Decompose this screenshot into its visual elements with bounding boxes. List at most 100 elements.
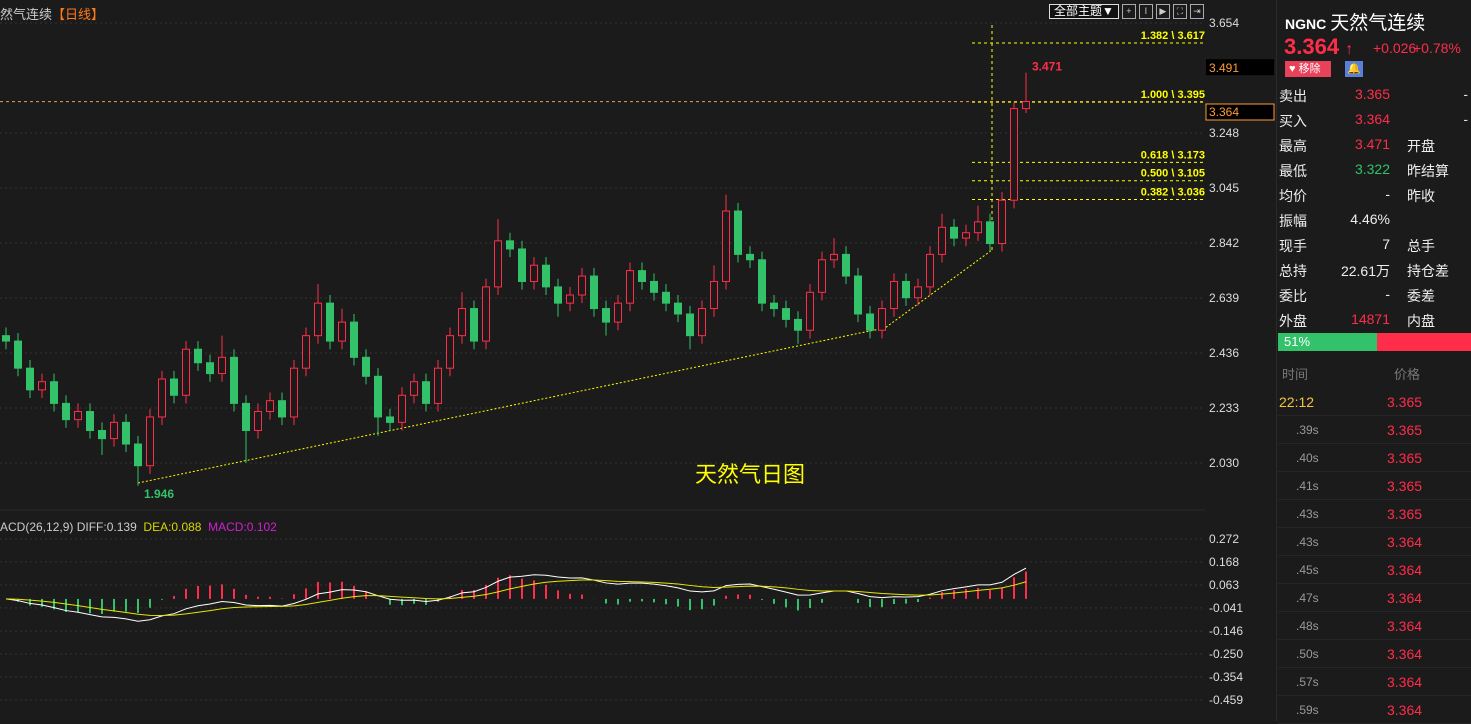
candle-body bbox=[590, 275, 598, 310]
candle-body bbox=[302, 335, 310, 369]
price-axis-label: 3.654 bbox=[1209, 16, 1239, 30]
candle-body bbox=[374, 375, 382, 418]
candle-body bbox=[74, 411, 82, 421]
candle-body bbox=[614, 302, 622, 323]
fullscreen-icon[interactable]: ⛶ bbox=[1172, 4, 1187, 19]
macd-header: ACD(26,12,9) DIFF:0.139 DEA:0.088 MACD:0… bbox=[0, 520, 277, 534]
trade-row: .47s 3.364 bbox=[1278, 584, 1471, 612]
last-price: 3.364 ↑ bbox=[1284, 34, 1354, 59]
candle-body bbox=[722, 210, 730, 282]
price-axis-label: 3.045 bbox=[1209, 181, 1239, 195]
trend-line bbox=[137, 249, 993, 484]
quote-label: 最低 bbox=[1279, 163, 1307, 179]
candle-body bbox=[278, 400, 286, 418]
trade-row: .43s 3.364 bbox=[1278, 528, 1471, 556]
heart-icon: ♥ bbox=[1289, 63, 1296, 75]
bell-icon[interactable]: 🔔 bbox=[1345, 61, 1363, 77]
quote-row: 外盘 14871 内盘 bbox=[1277, 307, 1471, 332]
quote-row: 最高 3.471 开盘 bbox=[1277, 132, 1471, 157]
chart-header: 然气连续【日线】 bbox=[0, 4, 104, 23]
trade-price: 3.364 bbox=[1387, 702, 1423, 718]
buy-ratio: 51% bbox=[1278, 333, 1377, 351]
quote-value: - bbox=[1385, 186, 1390, 202]
candle-body bbox=[110, 421, 118, 440]
fib-label: 0.382 \ 3.036 bbox=[1141, 186, 1205, 198]
trade-price: 3.364 bbox=[1387, 618, 1423, 634]
candle-body bbox=[434, 367, 442, 404]
candle-body bbox=[482, 286, 490, 342]
trade-row: .45s 3.364 bbox=[1278, 556, 1471, 584]
candle-body bbox=[638, 270, 646, 282]
candle-body bbox=[530, 264, 538, 282]
quote-value: 14871 bbox=[1351, 311, 1390, 327]
play-icon[interactable]: ▶ bbox=[1155, 4, 1170, 19]
remove-favorite-button[interactable]: ♥ 移除 bbox=[1285, 61, 1331, 77]
high-label: 3.471 bbox=[1032, 60, 1062, 74]
candle-body bbox=[38, 381, 46, 391]
macd-diff: DIFF:0.139 bbox=[76, 520, 137, 534]
quote-label: 卖出 bbox=[1279, 88, 1307, 104]
quote-panel: NGNC 天然气连续 3.364 ↑ +0.026 +0.78% ♥ 移除 🔔 卖… bbox=[1276, 0, 1471, 724]
candle-body bbox=[62, 402, 70, 421]
macd-axis-label: 0.272 bbox=[1209, 532, 1239, 546]
candle-body bbox=[50, 381, 58, 404]
candle-body bbox=[770, 302, 778, 310]
quote-row: 现手 7 总手 bbox=[1277, 232, 1471, 257]
trade-price: 3.364 bbox=[1387, 674, 1423, 690]
quote-label: 最高 bbox=[1279, 138, 1307, 154]
candle-body bbox=[2, 335, 10, 342]
candle-body bbox=[386, 416, 394, 423]
macd-axis-label: -0.250 bbox=[1209, 647, 1243, 661]
theme-dropdown[interactable]: 全部主题▼ bbox=[1049, 4, 1119, 19]
candle-body bbox=[878, 308, 886, 331]
quote-row: 卖出 3.365 - bbox=[1277, 82, 1471, 107]
macd-name: ACD(26,12,9) bbox=[0, 520, 74, 534]
quote-row: 均价 - 昨收 bbox=[1277, 182, 1471, 207]
trade-time: .40s bbox=[1296, 451, 1319, 465]
candle-body bbox=[266, 400, 274, 413]
interval-icon[interactable]: I bbox=[1138, 4, 1153, 19]
chart-canvas[interactable]: 3.654 3.248 3.045 2.842 2.639 2.436 2.233 2.030… bbox=[0, 0, 1276, 721]
candle-body bbox=[662, 291, 670, 304]
candle-body bbox=[650, 280, 658, 293]
timeframe-label[interactable]: 【日线】 bbox=[52, 7, 105, 22]
candle-body bbox=[146, 416, 154, 467]
quote-row: 委比 - 委差 bbox=[1277, 282, 1471, 307]
quote-row: 总持 22.61万 持仓差 bbox=[1277, 257, 1471, 282]
quote-label: 总持 bbox=[1279, 263, 1307, 279]
candle-body bbox=[746, 253, 754, 261]
symbol-title: 然气连续 bbox=[0, 7, 53, 22]
up-arrow-icon: ↑ bbox=[1345, 41, 1354, 58]
candle-body bbox=[914, 286, 922, 299]
price-change-pct: +0.78% bbox=[1413, 40, 1461, 56]
candle-body bbox=[458, 308, 466, 337]
trade-price: 3.365 bbox=[1387, 506, 1423, 522]
candle-body bbox=[806, 291, 814, 331]
price-change: +0.026 bbox=[1373, 40, 1417, 56]
candle-body bbox=[758, 259, 766, 304]
candle-body bbox=[842, 253, 850, 277]
candle-body bbox=[974, 221, 982, 234]
candle-body bbox=[170, 378, 178, 396]
macd-dea: DEA:0.088 bbox=[143, 520, 202, 534]
quote-value: 4.46% bbox=[1350, 211, 1390, 227]
candle-body bbox=[782, 308, 790, 320]
candle-body bbox=[422, 381, 430, 404]
candle-body bbox=[254, 411, 262, 431]
crosshair-icon[interactable]: + bbox=[1121, 4, 1136, 19]
quote-label: 均价 bbox=[1279, 188, 1307, 204]
trade-row: .40s 3.365 bbox=[1278, 444, 1471, 472]
candle-body bbox=[698, 308, 706, 337]
candle-body bbox=[686, 313, 694, 337]
quote-label: 买入 bbox=[1279, 113, 1307, 129]
candle-body bbox=[902, 280, 910, 299]
symbol-name: 天然气连续 bbox=[1330, 12, 1426, 34]
fib-label: 1.382 \ 3.617 bbox=[1141, 30, 1205, 42]
candle-body bbox=[158, 378, 166, 418]
trade-time: .50s bbox=[1296, 647, 1319, 661]
trade-price: 3.364 bbox=[1387, 534, 1423, 550]
price-axis-label: 2.842 bbox=[1209, 236, 1239, 250]
exit-icon[interactable]: ⇥ bbox=[1189, 4, 1204, 19]
candle-body bbox=[494, 240, 502, 288]
price-axis-label: 3.248 bbox=[1209, 126, 1239, 140]
